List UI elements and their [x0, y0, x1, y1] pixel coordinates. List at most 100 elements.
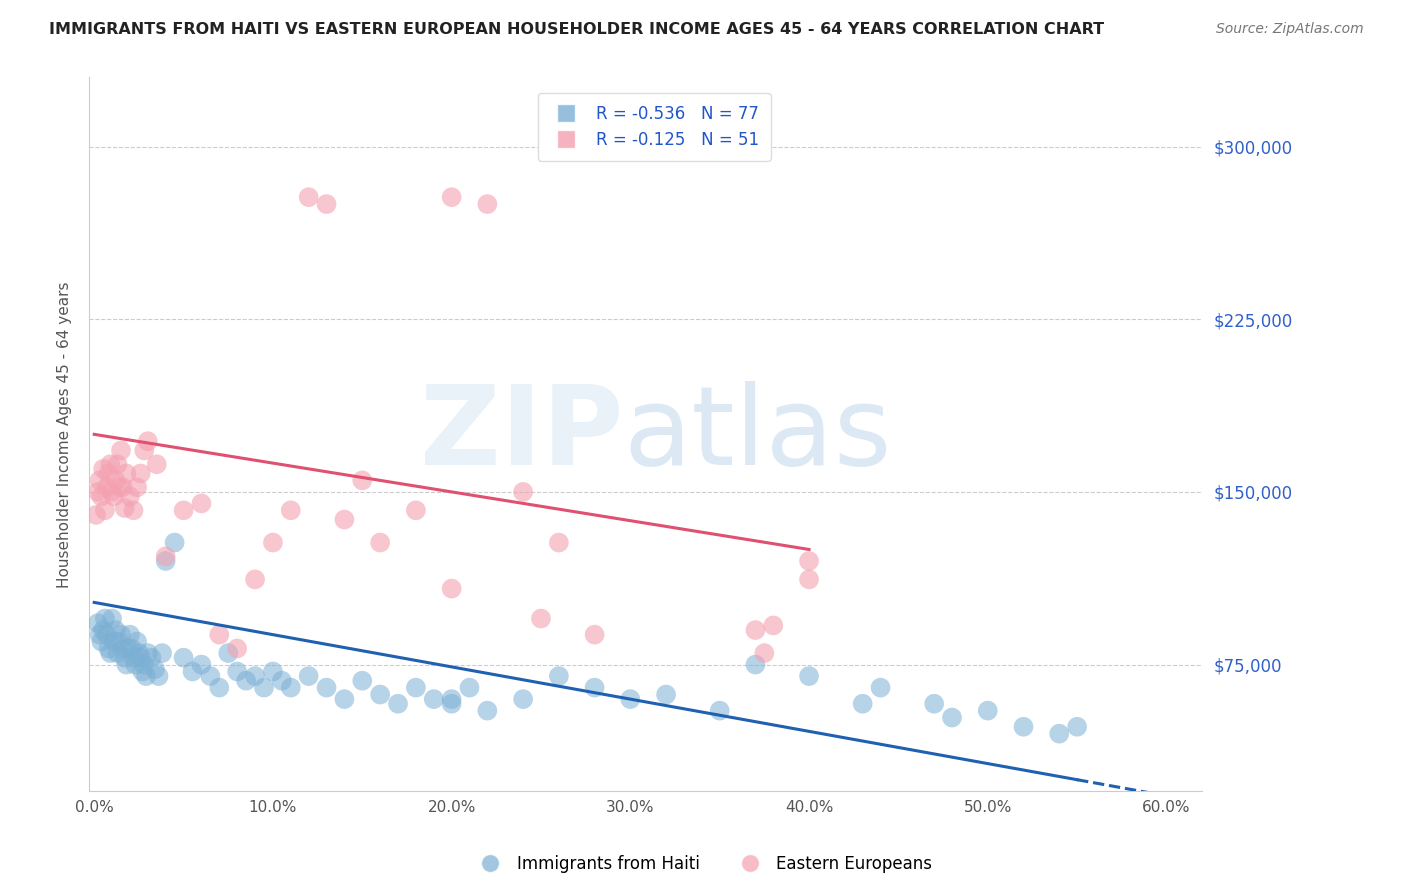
Text: ZIP: ZIP [420, 381, 623, 488]
Point [136, 646, 159, 660]
Point [84, 508, 107, 522]
Point [352, 673, 374, 688]
Point [163, 535, 186, 549]
Point [101, 611, 124, 625]
Point [387, 697, 409, 711]
Point [136, 434, 159, 449]
Point [423, 692, 446, 706]
Point [90, 490, 112, 504]
Point [117, 641, 139, 656]
Point [108, 480, 131, 494]
Point [941, 710, 963, 724]
Point [1066, 720, 1088, 734]
Point [104, 623, 127, 637]
Point [243, 573, 266, 587]
Point [655, 688, 678, 702]
Point [97, 467, 120, 481]
Point [440, 692, 463, 706]
Point [148, 669, 170, 683]
Point [107, 646, 129, 660]
Point [977, 704, 1000, 718]
Point [477, 197, 499, 211]
Point [744, 657, 766, 672]
Point [94, 503, 117, 517]
Point [131, 665, 153, 679]
Point [797, 669, 820, 683]
Point [111, 641, 134, 656]
Point [114, 650, 136, 665]
Point [368, 535, 391, 549]
Point [98, 457, 121, 471]
Point [127, 480, 149, 494]
Point [709, 704, 731, 718]
Point [208, 627, 231, 641]
Point [200, 669, 222, 683]
Point [226, 641, 249, 656]
Point [128, 646, 150, 660]
Point [190, 496, 212, 510]
Point [405, 681, 427, 695]
Point [155, 549, 177, 564]
Point [97, 641, 120, 656]
Point [262, 535, 284, 549]
Point [89, 627, 111, 641]
Point [124, 657, 146, 672]
Point [145, 457, 167, 471]
Point [262, 665, 284, 679]
Point [1012, 720, 1035, 734]
Point [91, 623, 114, 637]
Point [103, 490, 125, 504]
Point [298, 190, 321, 204]
Point [104, 474, 127, 488]
Point [797, 554, 820, 568]
Y-axis label: Householder Income Ages 45 - 64 years: Householder Income Ages 45 - 64 years [58, 281, 72, 588]
Point [87, 484, 110, 499]
Point [243, 669, 266, 683]
Point [797, 573, 820, 587]
Point [111, 480, 134, 494]
Point [352, 474, 374, 488]
Point [135, 669, 157, 683]
Point [762, 618, 785, 632]
Text: IMMIGRANTS FROM HAITI VS EASTERN EUROPEAN HOUSEHOLDER INCOME AGES 45 - 64 YEARS : IMMIGRANTS FROM HAITI VS EASTERN EUROPEA… [49, 22, 1104, 37]
Legend: Immigrants from Haiti, Eastern Europeans: Immigrants from Haiti, Eastern Europeans [467, 848, 939, 880]
Text: atlas: atlas [623, 381, 891, 488]
Point [547, 669, 569, 683]
Point [217, 646, 239, 660]
Point [253, 681, 276, 695]
Point [190, 657, 212, 672]
Point [98, 646, 121, 660]
Point [333, 692, 356, 706]
Point [869, 681, 891, 695]
Point [115, 657, 138, 672]
Point [101, 484, 124, 499]
Point [108, 634, 131, 648]
Point [118, 490, 141, 504]
Point [155, 554, 177, 568]
Point [440, 697, 463, 711]
Point [90, 634, 112, 648]
Point [333, 512, 356, 526]
Point [96, 480, 118, 494]
Point [458, 681, 481, 695]
Point [405, 503, 427, 517]
Point [110, 443, 132, 458]
Point [315, 681, 337, 695]
Point [96, 627, 118, 641]
Point [118, 627, 141, 641]
Point [127, 634, 149, 648]
Point [440, 190, 463, 204]
Point [922, 697, 945, 711]
Point [122, 503, 145, 517]
Point [1047, 726, 1070, 740]
Point [315, 197, 337, 211]
Point [107, 457, 129, 471]
Point [150, 646, 173, 660]
Point [87, 616, 110, 631]
Point [173, 503, 195, 517]
Point [852, 697, 875, 711]
Point [181, 665, 204, 679]
Point [512, 692, 534, 706]
Point [547, 535, 569, 549]
Point [298, 669, 321, 683]
